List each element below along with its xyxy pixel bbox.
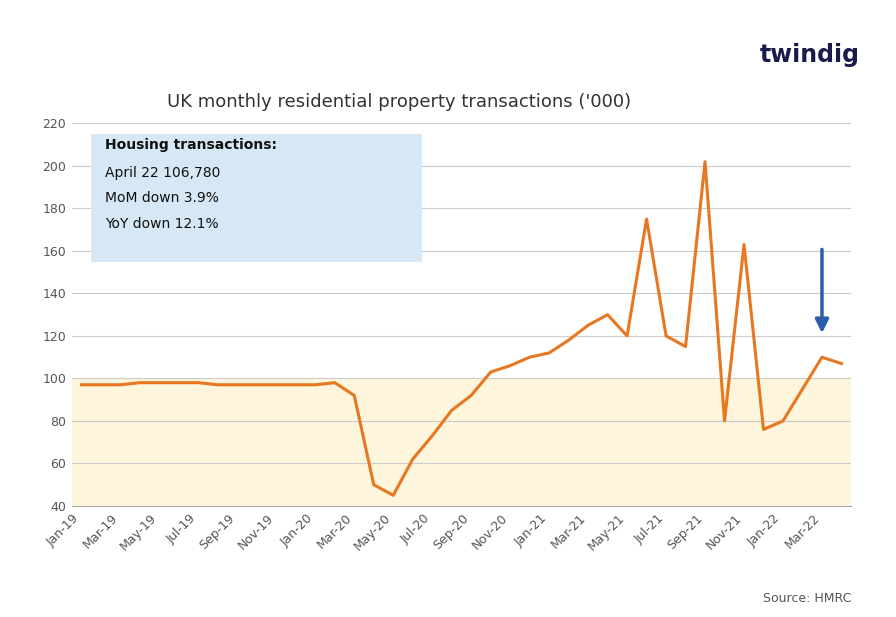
Bar <box>72 378 851 506</box>
Text: April 22 106,780: April 22 106,780 <box>105 166 220 180</box>
Text: twindig: twindig <box>760 43 860 67</box>
Title: UK monthly residential property transactions ('000): UK monthly residential property transact… <box>167 93 631 110</box>
Text: Source: HMRC: Source: HMRC <box>762 592 851 605</box>
Text: Housing transactions:: Housing transactions: <box>105 138 277 152</box>
FancyBboxPatch shape <box>91 134 422 262</box>
Text: MoM down 3.9%: MoM down 3.9% <box>105 191 219 205</box>
Text: YoY down 12.1%: YoY down 12.1% <box>105 217 219 231</box>
